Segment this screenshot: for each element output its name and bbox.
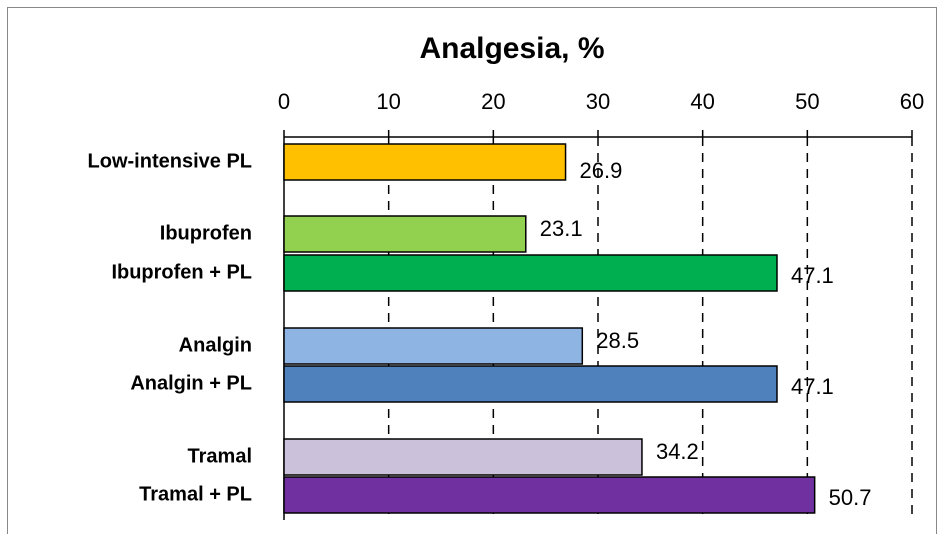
- value-label: 26.9: [580, 158, 623, 183]
- bar: [283, 438, 643, 476]
- value-label: 34.2: [656, 439, 699, 464]
- value-label: 50.7: [829, 485, 872, 510]
- bar: [283, 327, 584, 365]
- x-tick-label: 0: [278, 89, 290, 114]
- bar: [283, 254, 778, 292]
- category-label: Ibuprofen: [160, 222, 252, 244]
- chart-frame: [7, 7, 937, 534]
- x-tick-label: 30: [586, 89, 610, 114]
- x-tick-label: 10: [376, 89, 400, 114]
- bar: [283, 365, 778, 403]
- category-label: Low-intensive PL: [88, 150, 252, 172]
- value-label: 47.1: [791, 263, 834, 288]
- category-label: Analgin + PL: [130, 372, 252, 394]
- bar: [283, 215, 527, 253]
- value-label: 28.5: [596, 328, 639, 353]
- category-label: Analgin: [179, 334, 252, 356]
- bar: [283, 476, 816, 514]
- value-label: 47.1: [791, 374, 834, 399]
- category-label: Tramal: [188, 445, 252, 467]
- x-tick-label: 20: [481, 89, 505, 114]
- x-tick-label: 40: [690, 89, 714, 114]
- category-label: Tramal + PL: [139, 483, 252, 505]
- x-tick-label: 60: [900, 89, 924, 114]
- bar: [283, 143, 567, 181]
- category-label: Ibuprofen + PL: [111, 261, 252, 283]
- chart-title: Analgesia, %: [419, 32, 604, 65]
- x-tick-label: 50: [795, 89, 819, 114]
- value-label: 23.1: [540, 216, 583, 241]
